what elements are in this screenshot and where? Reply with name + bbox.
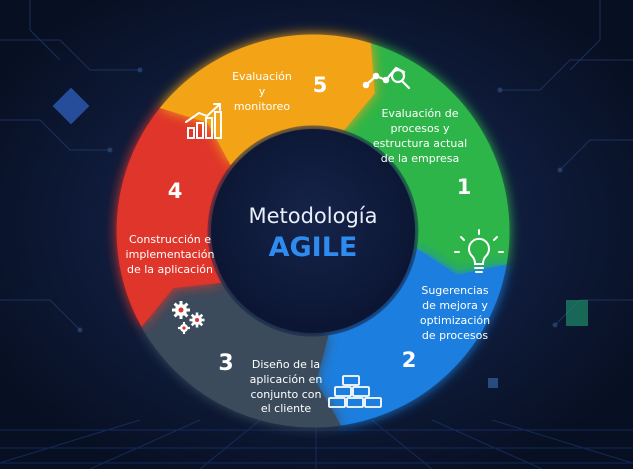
stage-1-line: estructura actual xyxy=(373,137,467,150)
stage-5-number: 5 xyxy=(313,73,328,97)
stage-5-line: Evaluación xyxy=(232,70,292,83)
stage-4-line: de la aplicación xyxy=(127,263,213,276)
center-title: Metodología xyxy=(248,204,377,228)
center-subtitle: AGILE xyxy=(269,232,358,263)
stage-1-number: 1 xyxy=(457,175,472,199)
stage-5-line: y xyxy=(259,85,266,98)
stage-3-line: el cliente xyxy=(261,402,312,415)
stage-4-number: 4 xyxy=(168,179,183,203)
deco-square xyxy=(488,378,498,388)
stage-3-line: Diseño de la xyxy=(252,358,320,371)
deco-square xyxy=(566,300,588,326)
stage-2-line: Sugerencias xyxy=(421,284,489,297)
stage-3-number: 3 xyxy=(218,351,233,376)
stage-3-line: conjunto con xyxy=(250,388,321,401)
stage-5-line: monitoreo xyxy=(234,100,291,113)
stage-2-number: 2 xyxy=(402,348,417,372)
stage-4-line: implementación xyxy=(126,248,215,261)
stage-1-line: de la empresa xyxy=(381,152,460,165)
stage-1-line: Evaluación de xyxy=(381,107,458,120)
stage-2-line: de mejora y xyxy=(422,299,488,312)
stage-4-line: Construcción e xyxy=(129,233,211,246)
stage-1-line: procesos y xyxy=(390,122,449,135)
stage-3-line: aplicación en xyxy=(250,373,323,386)
stage-2-line: de procesos xyxy=(422,329,489,342)
stage-2-line: optimización xyxy=(420,314,490,327)
